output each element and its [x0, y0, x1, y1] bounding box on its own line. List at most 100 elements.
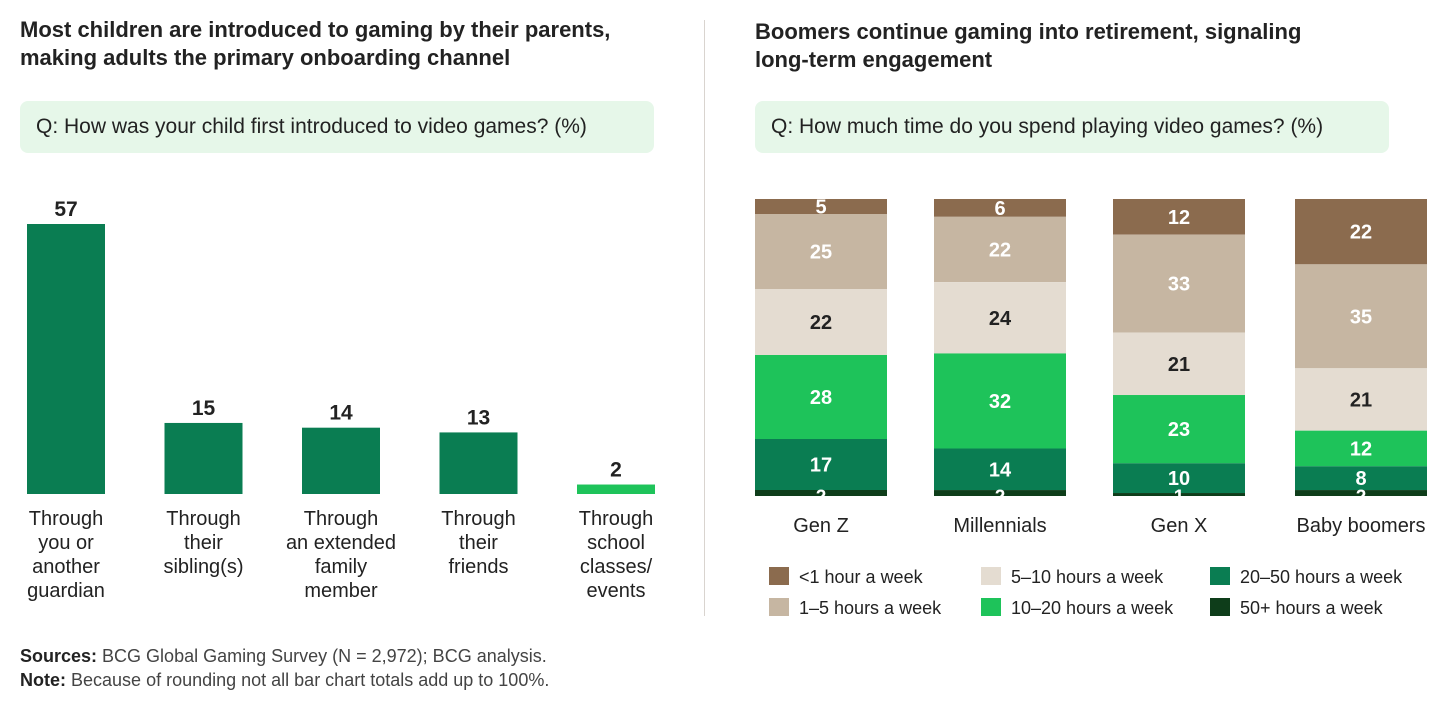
- stack-segment-value: 12: [1350, 438, 1372, 460]
- stack-segment-value: 28: [810, 387, 832, 409]
- stack-segment-value: 12: [1168, 207, 1190, 229]
- stack-segment-value: 6: [994, 198, 1005, 220]
- intro-category-label: Through their friends: [441, 508, 516, 578]
- stack-segment-value: 5: [815, 197, 826, 219]
- legend-label: <1 hour a week: [799, 567, 924, 587]
- sources-note: Sources: BCG Global Gaming Survey (N = 2…: [20, 644, 547, 668]
- note-label: Note:: [20, 670, 66, 690]
- stack-segment-value: 24: [989, 308, 1012, 330]
- intro-category-label: Through their sibling(s): [163, 508, 243, 578]
- stack-segment: [1295, 368, 1427, 431]
- stack-segment-value: 33: [1168, 274, 1190, 296]
- note-text: Because of rounding not all bar chart to…: [71, 670, 550, 690]
- legend-swatch: [769, 567, 789, 585]
- stack-segment-value: 2: [1356, 487, 1367, 508]
- legend-label: 50+ hours a week: [1240, 598, 1384, 618]
- left-title-line-2: making adults the primary onboarding cha…: [20, 45, 511, 70]
- intro-category-line: an extended: [286, 532, 396, 554]
- right-title-line-2: long-term engagement: [755, 47, 993, 72]
- intro-bar: [439, 432, 518, 494]
- stack-segment-value: 21: [1350, 389, 1372, 411]
- legend-label: 5–10 hours a week: [1011, 567, 1164, 587]
- intro-category-line: school: [587, 532, 645, 554]
- legend-swatch: [1210, 567, 1230, 585]
- left-title-line-1: Most children are introduced to gaming b…: [20, 17, 611, 42]
- rounding-note: Note: Because of rounding not all bar ch…: [20, 668, 549, 692]
- right-chart-title: Boomers continue gaming into retirement,…: [755, 18, 1435, 74]
- right-question-box: Q: How much time do you spend playing vi…: [755, 101, 1389, 153]
- stack-segment-value: 2: [995, 487, 1006, 508]
- stack-segment-value: 1: [1174, 487, 1185, 508]
- stack-segment: [1295, 490, 1427, 496]
- stack-segment: [1113, 332, 1245, 396]
- stack-segment: [755, 199, 887, 214]
- stack-segment-value: 21: [1168, 354, 1190, 376]
- stack-segment: [1295, 430, 1427, 467]
- sources-text: BCG Global Gaming Survey (N = 2,972); BC…: [102, 646, 547, 666]
- generation-label: Gen Z: [793, 515, 849, 537]
- intro-bar: [302, 427, 380, 494]
- stack-segment: [755, 214, 887, 289]
- stack-segment: [1113, 463, 1245, 494]
- stack-segment: [934, 490, 1066, 496]
- stack-segment-value: 17: [810, 455, 832, 477]
- sources-label: Sources:: [20, 646, 98, 666]
- stack-segment: [1113, 395, 1245, 464]
- stack-segment: [934, 199, 1066, 217]
- stack-segment: [755, 439, 887, 490]
- left-question-box: Q: How was your child first introduced t…: [20, 101, 654, 153]
- stack-segment-value: 22: [989, 239, 1011, 261]
- intro-category-line: classes/: [580, 556, 653, 578]
- stack-segment-value: 22: [810, 312, 832, 334]
- intro-category-line: Through: [441, 508, 516, 530]
- stack-segment: [1113, 199, 1245, 235]
- intro-bar-value: 14: [329, 402, 353, 425]
- intro-category-line: family: [315, 556, 367, 578]
- stack-segment-value: 8: [1355, 468, 1366, 490]
- intro-category-line: member: [304, 580, 378, 602]
- intro-category-line: their: [459, 532, 498, 554]
- legend-swatch: [1210, 598, 1230, 616]
- intro-category-line: guardian: [27, 580, 105, 602]
- intro-bar-value: 15: [192, 397, 216, 420]
- intro-category-line: sibling(s): [163, 556, 243, 578]
- intro-bar: [164, 422, 243, 494]
- intro-category-line: their: [184, 532, 223, 554]
- stack-segment: [1295, 199, 1427, 265]
- intro-category-line: friends: [448, 556, 508, 578]
- stack-segment-value: 25: [810, 242, 832, 264]
- stack-segment-value: 35: [1350, 306, 1372, 328]
- stack-segment-value: 14: [989, 459, 1012, 481]
- intro-category-line: you or: [38, 532, 94, 554]
- intro-bar: [577, 484, 655, 494]
- intro-category-label: Through an extended family member: [286, 508, 396, 602]
- intro-bar-value: 13: [467, 406, 490, 429]
- intro-category-label: Through school classes/events: [579, 508, 654, 602]
- intro-category-line: Through: [29, 508, 104, 530]
- legend-label: 10–20 hours a week: [1011, 598, 1174, 618]
- intro-category-line: another: [32, 556, 100, 578]
- intro-category-line: Through: [304, 508, 379, 530]
- legend-swatch: [981, 598, 1001, 616]
- stack-segment-value: 32: [989, 391, 1011, 413]
- intro-category-line: Through: [579, 508, 654, 530]
- stack-segment-value: 2: [816, 487, 827, 508]
- intro-bar-value: 57: [54, 198, 77, 221]
- intro-category-label: Through you or another guardian: [27, 508, 105, 602]
- stack-segment-value: 10: [1168, 468, 1190, 490]
- stack-segment: [1295, 466, 1427, 491]
- panel-divider: [704, 20, 705, 616]
- stack-segment: [934, 353, 1066, 449]
- right-title-line-1: Boomers continue gaming into retirement,…: [755, 19, 1302, 44]
- intro-category-line: Through: [166, 508, 241, 530]
- stack-segment: [934, 448, 1066, 491]
- legend-label: 20–50 hours a week: [1240, 567, 1403, 587]
- intro-category-line: events: [587, 580, 646, 602]
- stack-segment-value: 23: [1168, 419, 1190, 441]
- stack-segment: [934, 282, 1066, 354]
- stack-segment: [1295, 264, 1427, 369]
- generation-label: Gen X: [1151, 515, 1208, 537]
- generation-label: Baby boomers: [1297, 515, 1426, 537]
